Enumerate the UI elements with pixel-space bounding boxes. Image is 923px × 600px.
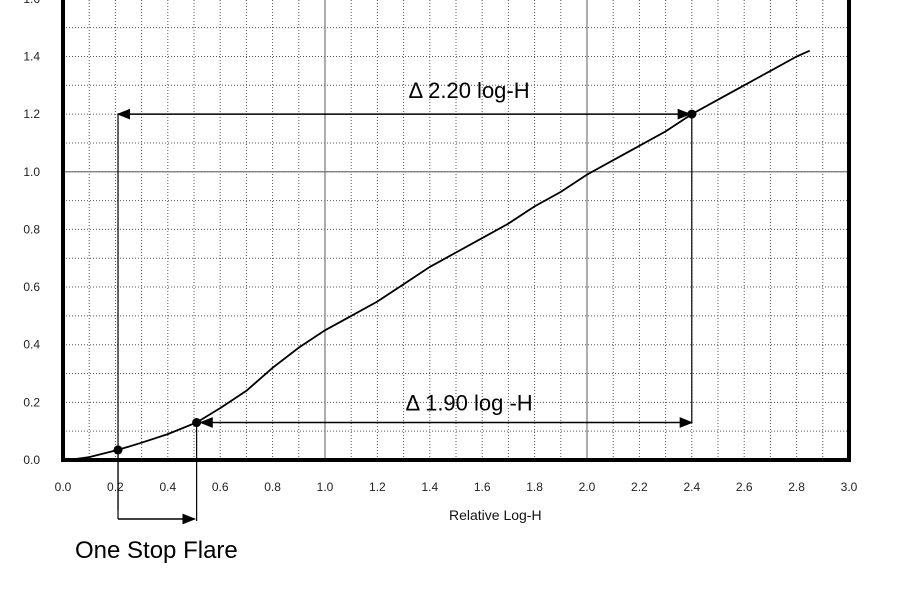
y-tick-label: 1.0 (23, 165, 40, 179)
x-tick-label: 3.0 (841, 480, 858, 494)
y-tick-label: 0.4 (23, 338, 40, 352)
y-tick-label: 1.4 (23, 49, 40, 63)
x-tick-label: 2.6 (736, 480, 753, 494)
x-tick-label: 2.0 (579, 480, 596, 494)
x-tick-label: 1.4 (421, 480, 438, 494)
x-tick-label: 1.2 (369, 480, 386, 494)
x-tick-label: 0.0 (55, 480, 72, 494)
grid-major (63, 0, 849, 460)
x-axis-ticks: 0.0 0.2 0.4 0.6 0.8 1.0 1.2 1.4 1.6 1.8 2.0 2.2 2.4 2… (55, 480, 858, 494)
grid-minor (63, 0, 849, 460)
y-tick-label: 0.6 (23, 280, 40, 294)
x-tick-label: 1.6 (474, 480, 491, 494)
data-point (687, 109, 697, 119)
x-tick-label: 0.4 (159, 480, 176, 494)
x-tick-label: 2.4 (683, 480, 700, 494)
y-tick-label: 0.2 (23, 395, 40, 409)
x-tick-label: 0.8 (264, 480, 281, 494)
x-tick-label: 0.6 (212, 480, 229, 494)
data-point (192, 418, 202, 428)
marked-points (113, 109, 697, 455)
x-axis-title: Relative Log-H (449, 507, 542, 523)
series-line (68, 49, 811, 461)
x-tick-label: 2.2 (631, 480, 648, 494)
delta-190-label: Δ 1.90 log -H (405, 391, 532, 416)
annotations: Δ 2.20 log-H Δ 1.90 log -H One Stop Flare (75, 78, 694, 564)
y-axis-ticks: 0.0 0.2 0.4 0.6 0.8 1.0 1.2 1.4 1.6 (23, 0, 40, 467)
one-stop-flare-label: One Stop Flare (75, 537, 238, 564)
x-tick-label: 2.8 (788, 480, 805, 494)
x-tick-label: 1.8 (526, 480, 543, 494)
y-tick-label: 0.0 (23, 453, 40, 467)
x-tick-label: 0.2 (107, 480, 124, 494)
x-tick-label: 1.0 (317, 480, 334, 494)
y-tick-label: 1.2 (23, 107, 40, 121)
y-tick-label: 1.6 (23, 0, 40, 6)
plot-frame (61, 0, 851, 462)
y-tick-label: 0.8 (23, 222, 40, 236)
data-point (113, 445, 123, 455)
delta-220-label: Δ 2.20 log-H (409, 78, 530, 103)
